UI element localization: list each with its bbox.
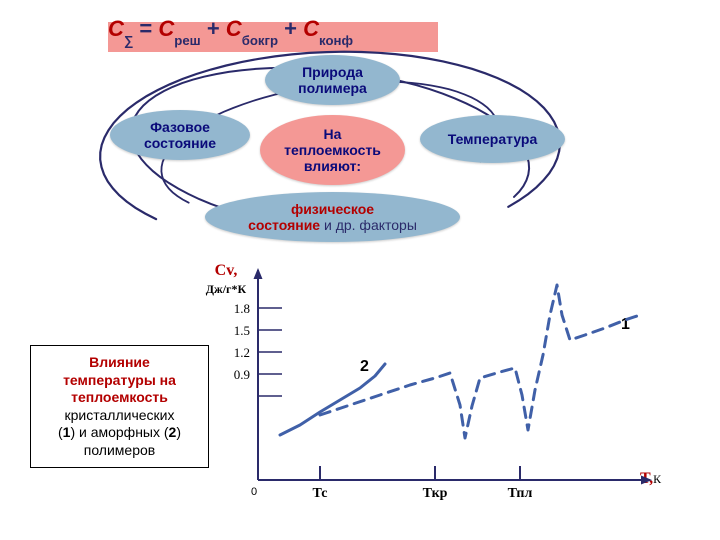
bubble-left-l2: состояние <box>144 135 216 151</box>
bubble-center-l3: влияют: <box>284 158 381 174</box>
bubble-center-l1: На <box>284 126 381 142</box>
bubble-center-l2: теплоемкость <box>284 142 381 158</box>
bubble-bottom-p1: физическое <box>291 201 374 217</box>
caption-l5: полимеров <box>37 442 202 460</box>
bubble-right: Температура <box>420 115 565 163</box>
bubble-center: На теплоемкость влияют: <box>260 115 405 185</box>
bubble-left-l1: Фазовое <box>144 119 216 135</box>
bubble-top-l1: Природа <box>298 64 367 80</box>
caption-l4f: ) <box>176 424 181 440</box>
caption-l4a: кристаллических <box>65 407 175 423</box>
bubble-top: Природа полимера <box>265 55 400 105</box>
bubble-left: Фазовое состояние <box>110 110 250 160</box>
chart-svg <box>210 260 690 520</box>
caption-l4d: ) и аморфных ( <box>70 424 168 440</box>
bubble-bottom-p2: состояние <box>248 217 320 233</box>
bubble-top-l2: полимера <box>298 80 367 96</box>
bubble-bottom: физическое состояние и др. факторы <box>205 192 460 242</box>
caption-l2: температуры на <box>37 372 202 390</box>
caption-l1: Влияние <box>37 354 202 372</box>
bubble-right-text: Температура <box>448 131 538 147</box>
bubble-bottom-p3: и др. факторы <box>320 217 417 233</box>
caption-box: Влияние температуры на теплоемкость крис… <box>30 345 209 468</box>
caption-l3: теплоемкость <box>37 389 202 407</box>
